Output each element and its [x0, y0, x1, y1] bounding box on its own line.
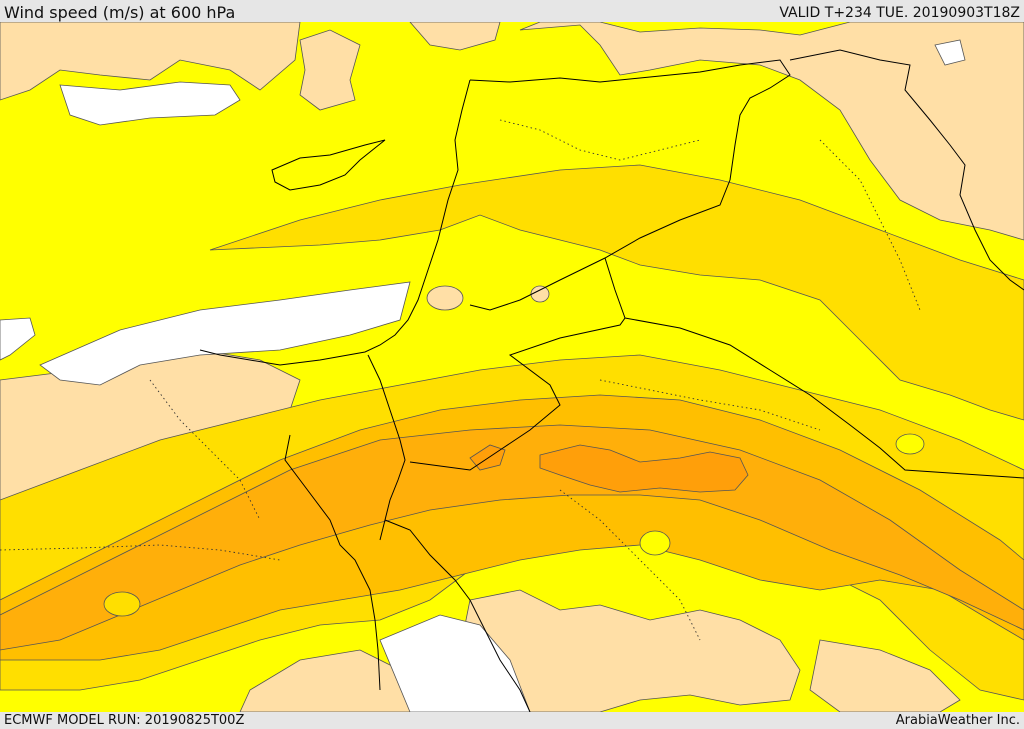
map-footer: ECMWF MODEL RUN: 20190825T00Z ArabiaWeat…: [0, 712, 1024, 729]
calm-zone-red-sea: [379, 614, 531, 712]
peach-zone-caucasus: [519, 22, 1024, 241]
peach-zone-arabia-east: [809, 639, 961, 712]
map-header: Wind speed (m/s) at 600 hPa VALID T+234 …: [0, 0, 1024, 22]
boundary-c: [149, 379, 261, 521]
map-canvas: [0, 22, 1024, 712]
calm-zone-aegean: [59, 81, 241, 126]
yellow-island-b: [639, 530, 671, 556]
peach-zone-spot-lebanon: [426, 285, 464, 311]
orange-light-zone: [0, 424, 1024, 651]
calm-zone-caspian: [934, 39, 966, 66]
border-iraq-saudi: [624, 317, 1024, 479]
map-title: Wind speed (m/s) at 600 hPa: [4, 3, 236, 22]
calm-zone-med-west: [0, 317, 36, 361]
borders: [199, 49, 1024, 712]
gold-zone-main: [209, 164, 1024, 421]
border-iraq-iran: [789, 49, 1024, 291]
peach-zone-spot-jordan: [530, 285, 550, 303]
peach-zone-turkey-mid: [299, 29, 361, 111]
internal-boundaries: [0, 119, 921, 641]
yellow-island-a: [103, 591, 141, 617]
border-israel-egypt: [367, 354, 406, 541]
credit-label: ArabiaWeather Inc.: [895, 713, 1020, 728]
coastline-sinai-gulf: [284, 434, 381, 691]
coastline-cyprus: [271, 139, 386, 191]
peach-zone-turkey-west: [0, 22, 301, 101]
wind-speed-map: [0, 22, 1024, 712]
valid-time-label: VALID T+234 TUE. 20190903T18Z: [779, 5, 1020, 21]
border-syria-turkey: [469, 59, 791, 181]
calm-zone-med-south: [39, 281, 411, 386]
orange-zone-core: [539, 444, 749, 493]
model-run-label: ECMWF MODEL RUN: 20190825T00Z: [4, 713, 245, 728]
yellow-island-c: [895, 433, 925, 455]
peach-zone-turkey-north: [409, 22, 501, 51]
coastline-aqaba: [384, 519, 531, 712]
border-jordan-saudi: [409, 257, 626, 471]
coastline-levant: [199, 79, 471, 366]
